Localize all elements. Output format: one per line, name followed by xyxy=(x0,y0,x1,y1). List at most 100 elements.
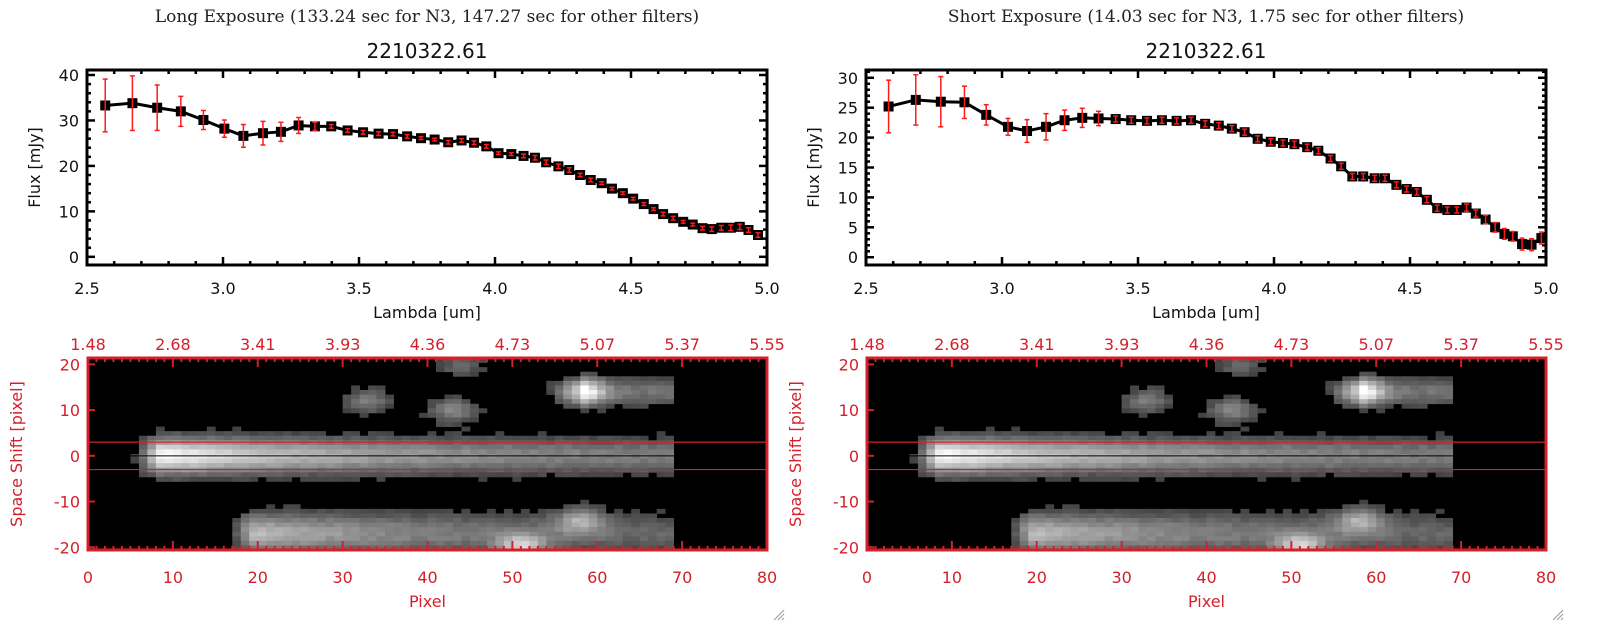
image-pixel xyxy=(325,476,335,482)
image-pixel xyxy=(1206,467,1216,473)
image-pixel xyxy=(1045,440,1055,446)
spectrum-image: 0 10 20 30 40 50 60 70 801.48 2.68 3.41 3.93 4.36 4.7… xyxy=(7,335,785,611)
image-pixel xyxy=(368,431,377,437)
image-pixel xyxy=(1028,540,1038,546)
image-pixel xyxy=(1036,531,1046,537)
image-pixel xyxy=(291,527,301,533)
image-pixel xyxy=(223,476,233,482)
image-pixel xyxy=(461,426,471,432)
error-bar xyxy=(746,226,752,234)
image-pixel xyxy=(266,504,276,510)
image-pixel xyxy=(1079,508,1089,514)
image-pixel xyxy=(943,440,953,446)
image-pixel xyxy=(563,435,573,441)
image-pixel xyxy=(512,467,522,473)
image-pixel xyxy=(1265,531,1275,537)
image-pixel xyxy=(1062,540,1072,546)
image-pixel xyxy=(376,545,386,551)
image-pixel xyxy=(639,444,649,450)
error-bar xyxy=(609,186,615,191)
image-pixel xyxy=(478,440,488,446)
image-pixel xyxy=(1444,472,1454,478)
image-pixel xyxy=(427,522,437,528)
image-pixel xyxy=(452,417,462,423)
image-pixel xyxy=(435,527,445,533)
image-pixel xyxy=(512,518,522,523)
image-pixel xyxy=(1214,408,1224,414)
image-pixel xyxy=(580,508,590,514)
image-pixel xyxy=(1172,449,1182,455)
image-pixel xyxy=(1418,536,1428,542)
image-pixel xyxy=(444,545,454,551)
image-pixel xyxy=(614,472,624,478)
image-pixel xyxy=(1121,463,1131,469)
image-pixel xyxy=(1444,458,1454,464)
image-pixel xyxy=(393,513,403,519)
resize-grip-icon[interactable] xyxy=(1552,609,1564,621)
image-pixel xyxy=(605,380,615,386)
image-pixel xyxy=(1045,463,1055,469)
image-pixel xyxy=(249,518,259,523)
image-pixel xyxy=(435,540,445,546)
image-pixel xyxy=(1214,458,1224,464)
image-pixel xyxy=(648,376,658,382)
grip-line xyxy=(1556,613,1564,621)
image-pixel xyxy=(1231,431,1241,437)
image-pixel xyxy=(1418,518,1428,523)
image-pixel xyxy=(934,454,944,459)
image-pixel xyxy=(419,440,428,446)
image-pixel xyxy=(444,444,454,450)
image-pixel xyxy=(1002,449,1012,455)
image-pixel xyxy=(1164,518,1173,523)
image-pixel xyxy=(1070,472,1080,478)
image-pixel xyxy=(631,435,641,441)
image-pixel xyxy=(435,463,445,469)
grip-line xyxy=(777,613,785,621)
image-pixel xyxy=(1367,508,1377,514)
image-pixel xyxy=(249,545,259,551)
image-pixel xyxy=(444,367,454,373)
image-pixel xyxy=(138,472,148,478)
image-pixel xyxy=(1248,536,1258,542)
image-pixel xyxy=(189,449,199,455)
error-bar xyxy=(532,154,538,161)
image-pixel xyxy=(393,540,403,546)
image-pixel xyxy=(1393,394,1403,400)
image-pixel xyxy=(520,472,530,478)
image-pixel xyxy=(1435,522,1445,528)
image-pixel xyxy=(665,449,675,455)
image-pixel xyxy=(376,454,386,459)
image-pixel xyxy=(1444,385,1454,391)
image-pixel xyxy=(1147,545,1156,551)
image-pixel xyxy=(1104,508,1114,514)
image-pixel xyxy=(1231,440,1241,446)
image-pixel xyxy=(478,522,488,528)
image-pixel xyxy=(1198,440,1207,446)
image-pixel xyxy=(1231,531,1241,537)
image-pixel xyxy=(1257,472,1267,478)
image-pixel xyxy=(656,508,666,514)
image-pixel xyxy=(1019,540,1029,546)
image-pixel xyxy=(1333,472,1343,478)
image-pixel xyxy=(1350,390,1360,395)
image-pixel xyxy=(1121,536,1131,542)
image-pixel xyxy=(994,467,1004,473)
image-pixel xyxy=(1333,444,1343,450)
image-pixel xyxy=(1401,527,1411,533)
image-pixel xyxy=(1130,545,1139,551)
image-pixel xyxy=(1367,545,1377,551)
image-pixel xyxy=(198,454,208,459)
image-pixel xyxy=(1274,435,1284,441)
image-pixel xyxy=(1325,385,1335,391)
image-pixel xyxy=(1138,545,1148,551)
image-pixel xyxy=(1155,454,1165,459)
image-pixel xyxy=(614,527,624,533)
x-tick-label: 70 xyxy=(1451,568,1471,587)
image-pixel xyxy=(1214,454,1224,459)
image-pixel xyxy=(1393,385,1403,391)
resize-grip-icon[interactable] xyxy=(773,609,785,621)
image-pixel xyxy=(419,540,428,546)
image-pixel xyxy=(1299,508,1309,514)
image-pixel xyxy=(554,472,564,478)
image-pixel xyxy=(1045,513,1055,519)
